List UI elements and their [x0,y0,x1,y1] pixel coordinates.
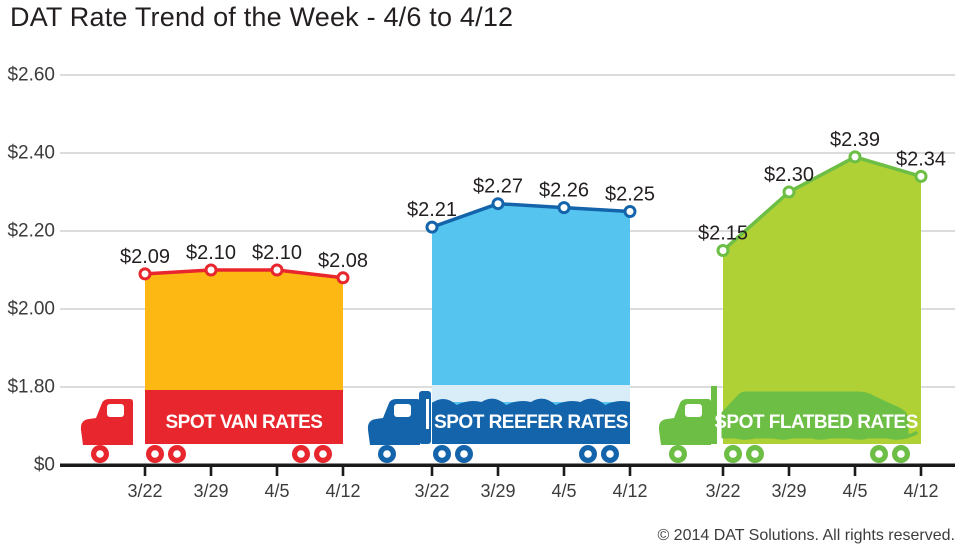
axis-tick [721,467,725,476]
point-marker [716,244,730,257]
x-tick-label: 4/12 [612,481,647,501]
y-tick-label: $0 [34,455,55,476]
wheel-hub [729,450,737,458]
point-value-label: $2.34 [896,148,946,170]
point-value-label: $2.10 [186,242,236,264]
point-value-label: $2.25 [605,184,655,206]
reefer-unit-vent [426,399,429,429]
point-value-label: $2.21 [407,199,457,221]
series-van: $2.09 $2.10 $2.10 $2.08 SPOT VAN RATES 3/22 3/… [80,242,368,501]
wheel-hub [584,450,592,458]
point-marker [491,197,505,211]
x-tick-label: 3/22 [127,481,162,501]
wheel-hub [173,450,181,458]
rate-line [431,201,631,229]
point-marker [204,263,218,277]
tarp-load [721,391,909,439]
axis-tick [275,467,279,476]
y-tick-label: $2.60 [7,65,55,86]
point-value-label: $2.26 [539,180,589,202]
rate-line [144,268,344,280]
axis-tick [562,467,566,476]
axis-tick [341,467,345,476]
point-value-label: $2.39 [830,129,880,151]
cab-window [685,404,702,417]
truck-cab-icon [80,399,133,445]
y-tick-label: $2.40 [7,143,55,164]
rate-line [721,155,922,252]
x-tick-label: 4/5 [264,481,289,501]
wheel-hub [319,450,327,458]
wheel-hub [151,450,159,458]
point-marker [557,201,571,215]
reefer-unit-icon [419,391,431,444]
point-marker [914,169,928,183]
y-tick-label: $2.20 [7,221,55,242]
point-marker [138,267,152,281]
chart-title: DAT Rate Trend of the Week - 4/6 to 4/12 [10,2,514,32]
x-tick-label: 3/29 [193,481,228,501]
x-tick-label: 3/29 [771,481,806,501]
wheel-hub [751,450,759,458]
axis-tick [209,467,213,476]
x-tick-label: 3/29 [480,481,515,501]
point-marker [425,220,439,234]
x-axis-line [60,463,955,467]
x-tick-label: 3/22 [705,481,740,501]
cab-window [394,404,411,417]
axis-tick [496,467,500,476]
truck-cab-icon [658,399,711,445]
series-reefer: $2.21 $2.27 $2.26 $2.25 SPOT REEFER RATES 3/2… [367,176,655,501]
wheel-hub [674,450,682,458]
axis-tick [853,467,857,476]
frost-strip [432,385,630,402]
point-value-label: $2.30 [764,164,814,186]
series-flatbed: $2.15 $2.30 $2.39 $2.34 SPOT FLATBED RATES 3/… [658,129,946,501]
point-marker [623,205,637,218]
axis-tick [430,467,434,476]
series-band-label: SPOT FLATBED RATES [714,412,918,433]
wheel-hub [897,450,905,458]
wheel-hub [383,450,391,458]
point-marker [270,263,284,277]
wheel-hub [438,450,446,458]
x-tick-label: 4/12 [903,481,938,501]
wheel-hub [875,450,883,458]
point-marker [848,150,862,164]
axis-tick [787,467,791,476]
wheel-hub [460,450,468,458]
x-tick-label: 4/5 [842,481,867,501]
axis-tick [143,467,147,476]
area-fill [723,156,921,444]
trailer-band [145,390,343,444]
copyright-note: © 2014 DAT Solutions. All rights reserve… [657,527,955,544]
point-value-label: $2.27 [473,176,523,198]
wheel-hub [297,450,305,458]
cab-window [107,404,124,417]
wheel-hub [96,450,104,458]
series-band-label: SPOT VAN RATES [166,412,323,433]
point-value-label: $2.09 [120,246,170,268]
point-marker [782,185,796,199]
wheel-hub [606,450,614,458]
headboard [711,386,717,444]
y-tick-label: $1.80 [7,377,55,398]
point-marker [336,271,350,285]
axis-tick [628,467,632,476]
x-tick-label: 3/22 [414,481,449,501]
axis-tick [919,467,923,476]
truck-cab-icon [367,399,420,445]
point-value-label: $2.15 [698,223,748,245]
x-tick-label: 4/12 [325,481,360,501]
x-tick-label: 4/5 [551,481,576,501]
series-band-label: SPOT REEFER RATES [434,412,628,433]
y-tick-label: $2.00 [7,299,55,320]
point-value-label: $2.10 [252,242,302,264]
trailer-band [432,398,630,444]
point-value-label: $2.08 [318,250,368,272]
area-fill [432,203,630,444]
